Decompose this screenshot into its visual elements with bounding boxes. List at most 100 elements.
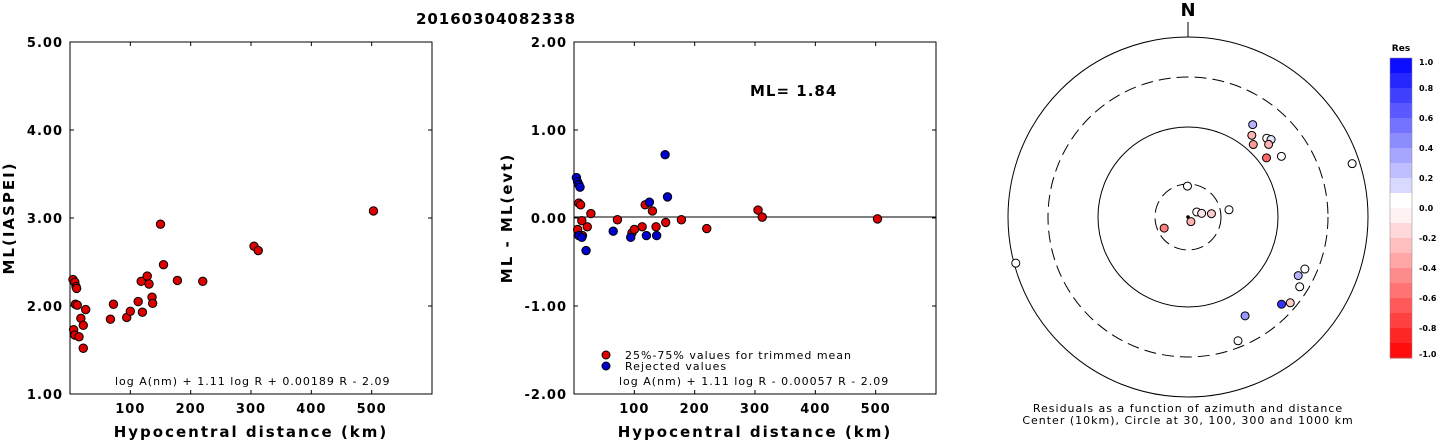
data-point bbox=[108, 299, 119, 309]
y-axis-label: ML - ML(evt) bbox=[498, 153, 516, 283]
colorbar-cell bbox=[1390, 253, 1412, 269]
colorbar-tick-label: 0.2 bbox=[1419, 174, 1433, 183]
colorbar-cell bbox=[1390, 148, 1412, 164]
formula-text: log A(nm) + 1.11 log R - 0.00057 R - 2.0… bbox=[619, 375, 889, 388]
colorbar-cell bbox=[1390, 328, 1412, 344]
legend-label-trimmed: 25%-75% values for trimmed mean bbox=[625, 349, 852, 362]
data-point bbox=[158, 259, 169, 270]
x-tick-label: 400 bbox=[296, 402, 326, 417]
station-marker bbox=[1247, 130, 1257, 140]
colorbar-tick-label: 0.6 bbox=[1419, 114, 1434, 123]
y-tick-label: -1.00 bbox=[525, 300, 567, 315]
colorbar-cell bbox=[1390, 298, 1412, 314]
colorbar-cell bbox=[1390, 283, 1412, 299]
data-point bbox=[198, 276, 208, 287]
colorbar-cell bbox=[1390, 118, 1412, 134]
legend-marker-rejected bbox=[601, 361, 611, 371]
data-point bbox=[577, 232, 587, 243]
distance-rings bbox=[1007, 36, 1369, 398]
data-point bbox=[626, 232, 636, 243]
x-tick-label: 500 bbox=[357, 402, 387, 417]
data-point bbox=[629, 224, 640, 235]
data-points bbox=[68, 206, 379, 353]
colorbar-tick-label: -1.0 bbox=[1419, 350, 1437, 359]
x-tick-label: 400 bbox=[800, 402, 830, 417]
colorbar-cell bbox=[1390, 73, 1412, 89]
data-point bbox=[647, 206, 658, 216]
colorbar-ticks: 1.0 0.8 0.6 0.4 0.2 0.0 -0.2 -0.4 -0.6 -0.8 -1.0 bbox=[1419, 58, 1437, 359]
station-marker bbox=[1277, 299, 1287, 309]
y-tick-label: 2.00 bbox=[27, 300, 63, 315]
data-point bbox=[662, 192, 673, 202]
colorbar-cell bbox=[1390, 223, 1412, 239]
data-point bbox=[651, 230, 662, 241]
data-point bbox=[872, 214, 883, 224]
axis-ticks: 100 200 300 400 500 1.00 2.00 3.00 4.00 5.00 bbox=[27, 36, 432, 417]
y-tick-label: 4.00 bbox=[27, 124, 63, 139]
x-tick-label: 300 bbox=[740, 402, 770, 417]
data-points bbox=[571, 149, 883, 256]
data-point bbox=[641, 230, 652, 241]
colorbar-cell bbox=[1390, 103, 1412, 119]
data-point bbox=[575, 182, 585, 192]
data-point bbox=[368, 206, 379, 216]
y-tick-label: 0.00 bbox=[531, 212, 567, 227]
residual-distance-panel: 100 200 300 400 500 -2.00 -1.00 0.00 1.00 2.00 ML… bbox=[498, 36, 937, 441]
station-marker bbox=[1159, 223, 1169, 233]
station-marker bbox=[1224, 205, 1234, 215]
colorbar-tick-label: 0.0 bbox=[1419, 204, 1434, 213]
polar-caption-line2: Center (10km), Circle at 30, 100, 300 an… bbox=[1022, 414, 1353, 427]
colorbar-tick-label: 0.4 bbox=[1419, 144, 1434, 153]
colorbar-cells bbox=[1389, 57, 1413, 359]
data-point bbox=[637, 222, 647, 232]
station-marker bbox=[1240, 311, 1250, 321]
data-point bbox=[608, 226, 618, 236]
colorbar-cell bbox=[1390, 238, 1412, 254]
station-marker bbox=[1011, 258, 1021, 268]
distance-ring bbox=[1007, 36, 1369, 398]
x-tick-label: 100 bbox=[619, 402, 649, 417]
station-marker bbox=[1197, 208, 1207, 218]
data-point bbox=[676, 215, 687, 225]
data-point bbox=[172, 275, 183, 286]
figure-title: 20160304082338 bbox=[416, 10, 576, 28]
data-point bbox=[253, 245, 263, 256]
data-point bbox=[78, 320, 88, 331]
data-point bbox=[78, 343, 88, 353]
colorbar-cell bbox=[1390, 133, 1412, 149]
axis-ticks: 100 200 300 400 500 -2.00 -1.00 0.00 1.00 2.00 bbox=[525, 36, 936, 417]
colorbar-cell bbox=[1390, 343, 1412, 359]
data-point bbox=[661, 217, 671, 228]
data-point bbox=[142, 271, 152, 281]
station-marker bbox=[1295, 282, 1305, 292]
colorbar-cell bbox=[1390, 163, 1412, 179]
data-point bbox=[147, 298, 158, 309]
colorbar-cell bbox=[1390, 268, 1412, 284]
y-tick-label: 1.00 bbox=[531, 124, 567, 139]
colorbar-tick-label: 0.8 bbox=[1419, 84, 1434, 93]
x-axis-label: Hypocentral distance (km) bbox=[618, 423, 893, 441]
station-marker bbox=[1293, 271, 1303, 281]
colorbar-tick-label: 1.0 bbox=[1419, 58, 1434, 67]
data-point bbox=[577, 215, 587, 226]
data-point bbox=[74, 332, 84, 342]
data-point bbox=[133, 296, 143, 307]
legend-marker-trimmed bbox=[601, 350, 611, 360]
data-point bbox=[753, 205, 763, 215]
y-tick-label: 1.00 bbox=[27, 388, 63, 403]
ml-value-label: ML= 1.84 bbox=[750, 82, 837, 100]
colorbar-tick-label: -0.8 bbox=[1419, 324, 1437, 333]
data-point bbox=[581, 245, 591, 256]
station-marker bbox=[1276, 151, 1286, 161]
residual-colorbar: Res 1.0 0.8 0.6 0.4 0.2 0.0 -0.2 -0.4 -0.6 -0.8 -1… bbox=[1389, 44, 1437, 359]
colorbar-frame bbox=[1389, 57, 1413, 359]
distance-ring bbox=[1097, 126, 1279, 308]
x-tick-label: 200 bbox=[176, 402, 206, 417]
x-tick-label: 500 bbox=[861, 402, 891, 417]
colorbar-tick-label: -0.2 bbox=[1419, 234, 1437, 243]
data-point bbox=[586, 208, 596, 219]
data-point bbox=[612, 215, 623, 225]
colorbar-tick-label: -0.4 bbox=[1419, 264, 1437, 273]
data-point bbox=[72, 300, 82, 310]
station-markers bbox=[1011, 120, 1357, 346]
